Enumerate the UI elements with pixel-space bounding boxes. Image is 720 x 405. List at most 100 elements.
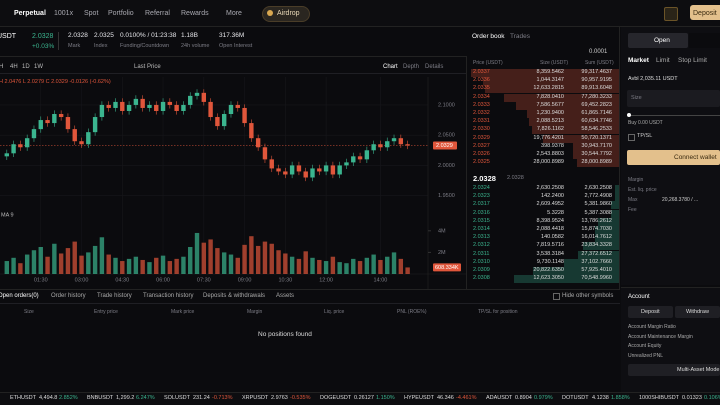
candle-body bbox=[385, 141, 390, 148]
depth-bar bbox=[528, 118, 619, 127]
market-symbol[interactable]: DOGEUSDT bbox=[320, 395, 352, 401]
candle-body bbox=[79, 141, 84, 145]
candle-body bbox=[283, 171, 288, 175]
order-type[interactable]: Market bbox=[628, 57, 649, 64]
volume-bar bbox=[38, 247, 43, 274]
order-type[interactable]: Limit bbox=[656, 57, 670, 64]
withdraw-btn[interactable] bbox=[675, 306, 720, 318]
volume-bar bbox=[113, 257, 118, 274]
side-tab[interactable] bbox=[689, 33, 720, 48]
price-type[interactable]: Last Price bbox=[134, 64, 161, 70]
market-symbol[interactable]: SOLUSDT bbox=[164, 395, 190, 401]
volume-bar bbox=[249, 236, 254, 274]
depth-bar bbox=[503, 93, 619, 102]
volume-bar bbox=[92, 245, 98, 274]
depth-bar bbox=[610, 209, 619, 218]
hide-label: Hide other symbols bbox=[562, 293, 614, 299]
candle-body bbox=[52, 114, 57, 124]
depth-bar bbox=[615, 185, 619, 193]
chart-view[interactable]: Details bbox=[425, 64, 444, 70]
market-symbol[interactable]: HYPEUSDT bbox=[404, 395, 434, 401]
depth-bar bbox=[573, 151, 619, 159]
depth-bar bbox=[563, 258, 619, 267]
nav-link[interactable]: 1001x bbox=[54, 10, 74, 17]
airdrop-label: Airdrop bbox=[277, 10, 300, 17]
depth-bar bbox=[577, 159, 619, 168]
nav-link[interactable]: Portfolio bbox=[108, 10, 134, 17]
slider[interactable] bbox=[628, 115, 720, 116]
positions-tab[interactable]: Assets bbox=[276, 293, 295, 299]
volume-bar bbox=[378, 259, 383, 274]
nav-link[interactable]: Referral bbox=[145, 10, 170, 17]
positions-header: Margin bbox=[247, 309, 263, 315]
interval[interactable]: 1W bbox=[34, 64, 43, 70]
volume-bar bbox=[31, 250, 37, 274]
candle-body bbox=[86, 132, 91, 145]
tpsl-checkbox[interactable] bbox=[628, 134, 635, 141]
candle-body bbox=[371, 144, 376, 151]
ob-tab[interactable]: Trades bbox=[510, 33, 530, 40]
volume-bar bbox=[58, 253, 64, 274]
market-symbol[interactable]: ETHUSDT bbox=[10, 395, 36, 401]
side-tab-active[interactable] bbox=[628, 33, 688, 48]
chart-view[interactable]: Chart bbox=[383, 64, 398, 70]
candle-body bbox=[106, 104, 111, 108]
market-symbol[interactable]: 1000SHIBUSDT bbox=[639, 395, 680, 401]
deposit-button[interactable] bbox=[690, 5, 720, 20]
hide-checkbox[interactable] bbox=[553, 293, 560, 300]
slider-knob bbox=[627, 113, 631, 117]
market-price: 1,299.2 bbox=[116, 395, 135, 401]
positions-tab[interactable]: Order history bbox=[51, 293, 86, 299]
order-type[interactable]: Stop Limit bbox=[678, 57, 707, 64]
market-price: 0.01323 bbox=[682, 395, 702, 401]
market-symbol[interactable]: DOTUSDT bbox=[562, 395, 589, 401]
volume-bar bbox=[11, 257, 16, 274]
stat-label: Mark bbox=[68, 43, 81, 49]
ob-price: 2.0323 bbox=[473, 193, 490, 200]
interval[interactable]: 4H bbox=[10, 64, 18, 70]
nav-link[interactable]: Rewards bbox=[181, 10, 209, 17]
positions-tab[interactable]: Trade history bbox=[97, 293, 132, 299]
market-change: 2.852% bbox=[59, 395, 78, 401]
last-price-tag bbox=[433, 141, 457, 150]
mode-btn[interactable] bbox=[628, 364, 720, 376]
volume-bar bbox=[255, 245, 261, 274]
ob-step[interactable]: 0.0001 bbox=[589, 49, 608, 55]
connect-button[interactable] bbox=[627, 150, 720, 165]
ob-price: 2.0312 bbox=[473, 242, 490, 249]
volume-bar bbox=[201, 242, 207, 274]
chart-view[interactable]: Depth bbox=[403, 64, 420, 70]
positions-tab[interactable]: Open orders(0) bbox=[0, 293, 39, 299]
candle-body bbox=[201, 92, 207, 102]
stat-value: 2.0325 bbox=[94, 32, 114, 39]
positions-tab[interactable]: Deposits & withdrawals bbox=[203, 293, 266, 299]
nav-link[interactable]: Perpetual bbox=[14, 10, 46, 17]
size-input[interactable] bbox=[627, 90, 720, 107]
candle-body bbox=[303, 171, 308, 178]
positions-header: Liq. price bbox=[324, 309, 345, 315]
positions-tab[interactable]: Transaction history bbox=[143, 293, 194, 299]
ob-price: 2.0311 bbox=[473, 250, 490, 257]
size-label: Size bbox=[631, 95, 642, 101]
volume-bar bbox=[154, 257, 159, 274]
market-price: 4,494.8 bbox=[39, 395, 58, 401]
volume-bar bbox=[228, 254, 234, 274]
airdrop-icon bbox=[267, 10, 273, 16]
ob-tab[interactable]: Order book bbox=[472, 33, 505, 40]
stat-value: 1.18B bbox=[181, 32, 198, 39]
info-label: Est. liq. price bbox=[628, 187, 657, 193]
volume-bar bbox=[194, 232, 200, 274]
market-symbol[interactable]: XRPUSDT bbox=[242, 395, 269, 401]
candle-body bbox=[18, 144, 23, 148]
interval[interactable]: H bbox=[0, 64, 4, 70]
stat-value: 0.0100% / 01:23:38 bbox=[120, 32, 177, 39]
market-symbol[interactable]: ADAUSDT bbox=[486, 395, 513, 401]
interval[interactable]: 1D bbox=[22, 64, 30, 70]
deposit-btn[interactable] bbox=[628, 306, 673, 318]
stat-value: 2.0328 bbox=[68, 32, 88, 39]
volume-bar bbox=[160, 255, 166, 274]
nav-link[interactable]: Spot bbox=[84, 10, 99, 17]
airdrop-button[interactable] bbox=[262, 6, 310, 22]
market-symbol[interactable]: BNBUSDT bbox=[87, 395, 114, 401]
nav-link[interactable]: More bbox=[226, 10, 242, 17]
